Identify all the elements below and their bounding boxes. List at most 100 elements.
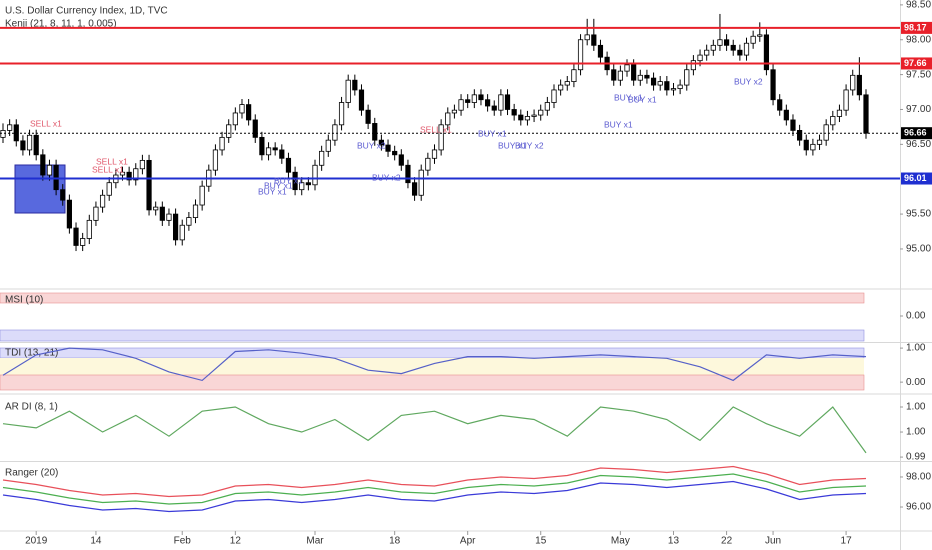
candle-body <box>438 124 444 151</box>
candle-body <box>850 74 856 91</box>
candle-body <box>531 114 537 117</box>
candle-body <box>584 34 590 41</box>
candle-body <box>252 119 258 138</box>
candle-body <box>405 164 411 184</box>
candle-body <box>690 60 697 71</box>
candle-body <box>265 147 272 156</box>
candle-body <box>597 44 604 58</box>
candle-body <box>684 69 690 86</box>
level-label-box <box>901 21 932 34</box>
signal-label: BUY x1 <box>478 128 507 138</box>
candle-body <box>790 119 796 131</box>
panel-title: AR DI (8, 1) <box>5 402 58 413</box>
candle-body <box>239 104 245 114</box>
signal-label: BUY x2 <box>372 172 401 182</box>
level-label: 96.66 <box>901 127 932 140</box>
candle-body <box>226 124 232 138</box>
candle-body <box>478 94 484 101</box>
candle-body <box>179 224 185 241</box>
candle-body <box>411 182 418 196</box>
candle-body <box>465 99 471 103</box>
candle-body <box>670 88 677 91</box>
level-label-text: 97.66 <box>904 58 927 68</box>
candle-body <box>33 134 39 156</box>
candle-body <box>20 140 26 151</box>
candle-body <box>299 182 305 191</box>
candle-body <box>166 213 172 221</box>
indicator-line <box>2 480 867 513</box>
candle-body <box>80 238 86 246</box>
candle-body <box>504 94 511 110</box>
candle-body <box>723 39 730 46</box>
candle-body <box>146 159 152 211</box>
panel-title: MSI (10) <box>5 295 43 306</box>
candle-body <box>392 150 398 156</box>
candle-body <box>7 124 13 131</box>
x-tick-label: Mar <box>306 536 324 547</box>
candle-body <box>159 206 165 221</box>
y-tick-label: 1.00 <box>906 402 926 413</box>
candle-body <box>398 154 404 166</box>
candle-body <box>797 130 803 141</box>
x-tick-label: 12 <box>230 536 242 547</box>
candle-body <box>538 109 544 116</box>
candle-body <box>378 139 384 146</box>
candle-body <box>571 69 577 82</box>
candle-body <box>717 39 723 46</box>
candle-body <box>246 104 252 121</box>
candle-body <box>133 168 139 181</box>
candle-body <box>212 149 219 171</box>
candle-body <box>119 171 126 176</box>
candle-body <box>577 39 584 71</box>
x-tick-label: 18 <box>389 536 401 547</box>
candle-body <box>385 144 391 152</box>
indicator-line <box>2 473 867 505</box>
y-tick-label: 98.00 <box>906 34 931 45</box>
candle-body <box>611 69 617 81</box>
candle-body <box>60 189 66 201</box>
candle-body <box>365 109 371 124</box>
candle-body <box>843 89 849 111</box>
candle-body <box>750 35 756 44</box>
y-tick-label: 1.00 <box>906 343 926 354</box>
candle-body <box>485 99 491 107</box>
y-tick-label: 98.00 <box>906 472 931 483</box>
candle-body <box>783 109 789 121</box>
candle-body <box>126 171 132 181</box>
candle-body <box>637 74 643 81</box>
x-tick-label: May <box>611 536 630 547</box>
candle-body <box>697 54 703 62</box>
candle-body <box>425 157 431 171</box>
signal-label: BUY x1 <box>604 119 633 129</box>
candle-body <box>664 81 670 91</box>
candle-body <box>617 70 623 81</box>
x-tick-label: Jun <box>765 536 781 547</box>
candle-body <box>830 116 836 126</box>
candle-body <box>823 124 829 141</box>
y-tick-label: 0.99 <box>906 452 926 463</box>
candle-body <box>657 81 663 86</box>
y-tick-label: 0.00 <box>906 311 926 322</box>
x-tick-label: 17 <box>841 536 853 547</box>
candle-body <box>312 164 318 186</box>
candle-body <box>26 134 33 151</box>
indicator-line <box>2 347 867 382</box>
candle-body <box>172 213 179 241</box>
candle-body <box>763 34 770 71</box>
candle-body <box>810 143 816 151</box>
level-label-box <box>901 57 932 70</box>
msi-band <box>0 329 865 342</box>
candle-body <box>139 159 146 170</box>
candle-body <box>40 154 46 176</box>
signal-label: BUY x1 <box>498 140 527 150</box>
candle-body <box>803 139 809 151</box>
candle-body <box>153 206 159 211</box>
level-label-text: 96.66 <box>904 128 927 138</box>
candle-body <box>511 109 517 116</box>
candle-body <box>451 109 458 114</box>
candle-body <box>836 109 843 117</box>
candle-body <box>292 171 298 191</box>
signal-label: BUY x2 <box>734 76 763 86</box>
level-label: 98.17 <box>901 21 932 34</box>
